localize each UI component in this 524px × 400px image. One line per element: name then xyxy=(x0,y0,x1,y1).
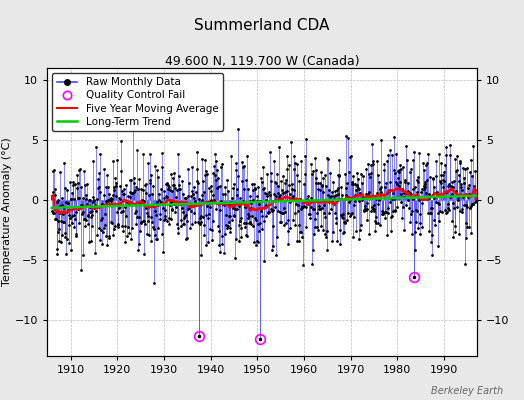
Text: Summerland CDA: Summerland CDA xyxy=(194,18,330,33)
Text: Berkeley Earth: Berkeley Earth xyxy=(431,386,503,396)
Title: 49.600 N, 119.700 W (Canada): 49.600 N, 119.700 W (Canada) xyxy=(165,55,359,68)
Y-axis label: Temperature Anomaly (°C): Temperature Anomaly (°C) xyxy=(2,138,12,286)
Legend: Raw Monthly Data, Quality Control Fail, Five Year Moving Average, Long-Term Tren: Raw Monthly Data, Quality Control Fail, … xyxy=(52,73,223,131)
